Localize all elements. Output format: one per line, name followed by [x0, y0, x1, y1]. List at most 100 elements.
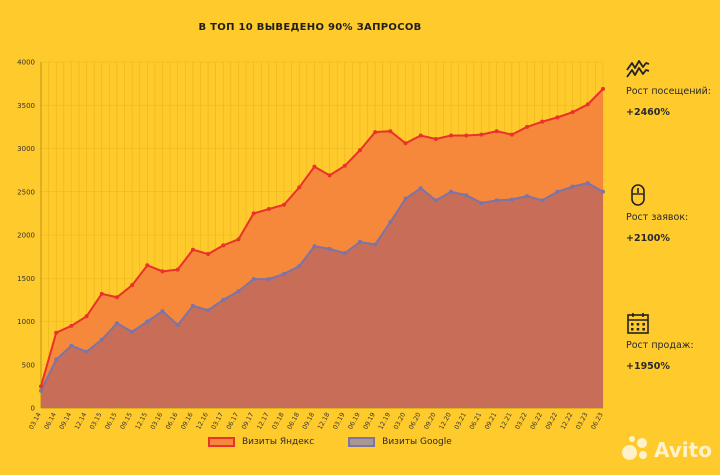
- data-point-google: [479, 200, 484, 205]
- x-tick-label: 03.20: [393, 412, 408, 431]
- data-point-yandex: [433, 136, 438, 141]
- data-point-yandex: [327, 173, 332, 178]
- data-point-google: [449, 189, 454, 194]
- data-point-google: [509, 197, 514, 202]
- data-point-yandex: [357, 148, 362, 153]
- x-tick-label: 03.22: [514, 412, 529, 431]
- legend-item-yandex[interactable]: Визиты Яндекс: [208, 437, 314, 447]
- data-point-yandex: [312, 164, 317, 169]
- data-point-google: [114, 321, 119, 326]
- stat-requests-value: +2100%: [626, 233, 670, 244]
- data-point-google: [388, 220, 393, 225]
- x-tick-label: 06.22: [529, 412, 544, 431]
- stat-requests-label: Рост заявок:: [626, 212, 689, 223]
- data-point-yandex: [509, 132, 514, 137]
- y-tick-label: 500: [22, 361, 35, 369]
- data-point-yandex: [84, 314, 89, 319]
- x-tick-label: 03.18: [271, 412, 286, 431]
- x-tick-label: 12.20: [438, 412, 453, 431]
- data-point-google: [601, 189, 605, 194]
- data-point-google: [99, 337, 104, 342]
- x-tick-label: 12.22: [560, 412, 575, 431]
- data-point-google: [570, 184, 575, 189]
- data-point-google: [236, 289, 241, 294]
- data-point-yandex: [540, 119, 545, 124]
- stat-visits-label: Рост посещений:: [626, 86, 711, 97]
- data-point-yandex: [175, 267, 180, 272]
- x-tick-label: 03.19: [332, 412, 347, 431]
- data-point-yandex: [206, 252, 211, 257]
- data-point-google: [494, 198, 499, 203]
- stat-visits: Рост посещений: +2460%: [626, 58, 720, 118]
- data-point-yandex: [114, 295, 119, 300]
- data-point-google: [540, 198, 545, 203]
- y-tick-label: 3000: [17, 145, 35, 153]
- y-tick-label: 4000: [17, 59, 35, 67]
- x-tick-label: 09.21: [484, 412, 499, 431]
- data-point-yandex: [525, 124, 530, 129]
- stat-visits-value: +2460%: [626, 107, 670, 118]
- x-tick-label: 09.16: [180, 412, 195, 431]
- data-point-yandex: [388, 129, 393, 134]
- x-tick-label: 12.19: [377, 412, 392, 431]
- x-tick-label: 06.17: [226, 412, 241, 431]
- legend-swatch-yandex: [208, 437, 235, 447]
- stat-sales-value: +1950%: [626, 361, 670, 372]
- data-point-google: [145, 319, 150, 324]
- legend-item-google[interactable]: Визиты Google: [348, 437, 452, 447]
- data-point-yandex: [39, 384, 43, 389]
- data-point-yandex: [479, 132, 484, 137]
- data-point-yandex: [418, 133, 423, 138]
- x-tick-label: 03.17: [210, 412, 225, 431]
- data-point-yandex: [464, 133, 469, 138]
- mouse-icon: [631, 184, 645, 206]
- x-tick-label: 12.15: [134, 412, 149, 431]
- legend-label-yandex: Визиты Яндекс: [242, 437, 315, 447]
- data-point-google: [585, 181, 590, 186]
- x-tick-label: 09.14: [58, 412, 73, 431]
- data-point-google: [206, 308, 211, 313]
- data-point-yandex: [585, 102, 590, 107]
- x-tick-label: 12.18: [317, 412, 332, 431]
- data-point-yandex: [449, 133, 454, 138]
- x-tick-label: 06.14: [43, 412, 58, 431]
- data-point-google: [418, 186, 423, 191]
- chart-title: В ТОП 10 ВЫВЕДЕНО 90% ЗАПРОСОВ: [198, 22, 422, 33]
- data-point-yandex: [601, 86, 605, 91]
- data-point-yandex: [403, 141, 408, 146]
- x-tick-label: 09.22: [545, 412, 560, 431]
- chart-legend: Визиты Яндекс Визиты Google: [208, 437, 486, 447]
- x-tick-label: 06.18: [286, 412, 301, 431]
- data-point-yandex: [570, 110, 575, 115]
- data-point-google: [403, 196, 408, 201]
- data-point-google: [433, 198, 438, 203]
- data-point-google: [297, 264, 302, 269]
- x-tick-label: 06.20: [408, 412, 423, 431]
- calendar-icon: [627, 313, 649, 334]
- data-point-yandex: [266, 207, 271, 212]
- x-tick-label: 03.23: [575, 412, 590, 431]
- data-point-yandex: [555, 115, 560, 120]
- data-point-google: [282, 271, 287, 276]
- data-point-google: [84, 349, 89, 354]
- avito-logo-icon: [622, 436, 650, 464]
- data-point-google: [327, 246, 332, 251]
- data-point-yandex: [69, 323, 74, 328]
- data-point-google: [54, 357, 59, 362]
- data-point-google: [190, 303, 195, 308]
- y-tick-label: 1000: [17, 318, 35, 326]
- stat-sales-label: Рост продаж:: [626, 340, 694, 351]
- stat-sales: Рост продаж: +1950%: [626, 312, 720, 372]
- data-point-yandex: [251, 211, 256, 216]
- data-point-google: [160, 309, 165, 314]
- x-tick-label: 03.21: [453, 412, 468, 431]
- x-tick-label: 03.16: [150, 412, 165, 431]
- data-point-google: [555, 189, 560, 194]
- x-tick-label: 06.19: [347, 412, 362, 431]
- x-tick-label: 12.17: [256, 412, 271, 431]
- data-point-yandex: [54, 330, 59, 335]
- data-point-yandex: [494, 129, 499, 134]
- data-point-yandex: [99, 291, 104, 296]
- y-tick-label: 2500: [17, 188, 35, 196]
